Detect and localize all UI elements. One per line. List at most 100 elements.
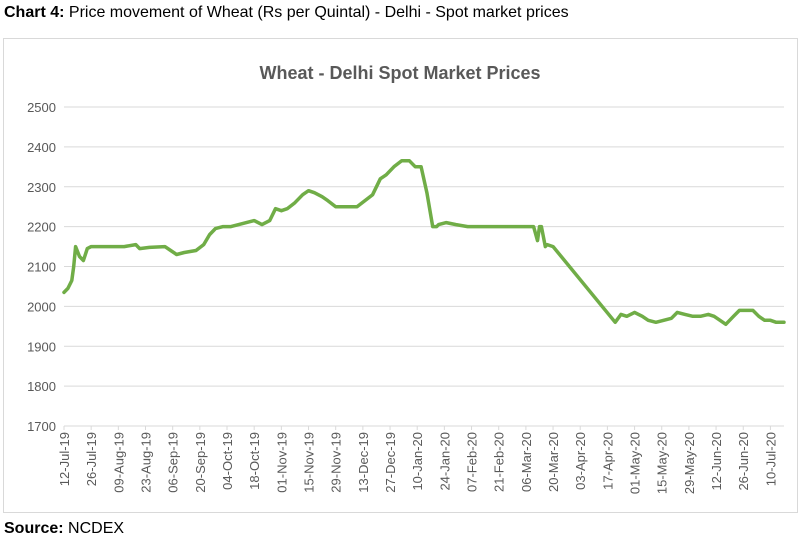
price-data-point — [515, 225, 518, 228]
price-data-point — [536, 239, 539, 242]
y-tick-label: 2500 — [27, 100, 56, 115]
price-data-point — [371, 193, 374, 196]
price-data-point — [757, 315, 760, 318]
price-data-point — [134, 243, 137, 246]
x-tick-label: 03-Apr-20 — [573, 432, 588, 490]
price-data-point — [221, 225, 225, 228]
source-label: Source: — [4, 520, 64, 537]
price-data-point — [425, 191, 429, 194]
price-data-point — [274, 207, 277, 210]
price-data-point — [546, 243, 549, 246]
price-data-point — [301, 193, 304, 196]
price-data-point — [435, 225, 438, 228]
price-data-point — [214, 227, 217, 230]
x-tick-label: 12-Jun-20 — [709, 432, 724, 491]
price-data-point — [466, 225, 469, 228]
y-tick-label: 2300 — [27, 180, 56, 195]
x-tick-label: 29-May-20 — [682, 432, 697, 494]
price-data-point — [662, 319, 665, 322]
price-data-point — [437, 223, 440, 226]
price-data-point — [538, 225, 541, 228]
price-data-point — [74, 245, 77, 248]
price-data-point — [691, 315, 694, 318]
x-tick-label: 27-Dec-19 — [383, 432, 398, 493]
price-data-point — [260, 223, 264, 226]
price-data-point — [229, 225, 233, 228]
x-tick-label: 26-Jun-20 — [736, 432, 751, 491]
price-data-point — [614, 321, 617, 324]
price-data-point — [431, 225, 434, 228]
price-data-point — [670, 317, 673, 320]
price-data-point — [745, 309, 749, 312]
x-tick-label: 24-Jan-20 — [437, 432, 452, 491]
x-tick-label: 07-Feb-20 — [465, 432, 480, 492]
price-data-point — [62, 291, 66, 294]
price-data-point — [194, 249, 198, 252]
x-tick-label: 01-Nov-19 — [274, 432, 289, 493]
price-data-point — [163, 245, 167, 248]
x-tick-label: 17-Apr-20 — [600, 432, 615, 490]
chart-title: Wheat - Delhi Spot Market Prices — [259, 63, 540, 83]
x-tick-label: 20-Sep-19 — [193, 432, 208, 493]
price-data-point — [476, 225, 479, 228]
price-data-point — [445, 221, 448, 224]
price-data-point — [363, 199, 366, 202]
x-tick-label: 29-Nov-19 — [329, 432, 344, 493]
price-data-point — [286, 207, 289, 210]
price-data-point — [307, 189, 310, 192]
x-tick-label: 13-Dec-19 — [356, 432, 371, 493]
price-data-point — [66, 287, 70, 290]
price-data-point — [544, 245, 547, 248]
price-data-point — [707, 313, 710, 316]
chart-frame: Wheat - Delhi Spot Market Prices 1700 180… — [3, 38, 798, 513]
price-data-point — [619, 313, 623, 316]
x-tick-label: 20-Mar-20 — [546, 432, 561, 492]
price-data-point — [782, 321, 786, 324]
price-data-point — [253, 219, 256, 222]
x-tick-label: 23-Aug-19 — [139, 432, 154, 493]
price-data-point — [202, 243, 205, 246]
price-data-point — [654, 321, 658, 324]
price-data-point — [699, 315, 702, 318]
price-data-point — [280, 209, 283, 212]
y-tick-label: 2100 — [27, 260, 56, 275]
price-data-point — [775, 321, 778, 324]
x-tick-label: 26-Jul-19 — [84, 432, 99, 486]
price-data-point — [326, 199, 330, 202]
chart-caption: Chart 4: Price movement of Wheat (Rs per… — [4, 4, 569, 22]
price-data-point — [334, 205, 337, 208]
price-data-point — [724, 323, 727, 326]
price-data-point — [522, 225, 526, 228]
price-data-point — [78, 255, 81, 258]
y-tick-label: 2400 — [27, 140, 56, 155]
price-data-point — [625, 315, 628, 318]
price-data-point — [90, 245, 93, 248]
price-series-line — [62, 159, 786, 327]
y-tick-label: 1900 — [27, 339, 56, 354]
price-data-point — [97, 245, 101, 248]
x-tick-label: 04-Oct-19 — [220, 432, 235, 490]
price-data-point — [532, 225, 535, 228]
y-tick-label: 2000 — [27, 299, 56, 314]
x-tick-label: 21-Feb-20 — [492, 432, 507, 492]
price-data-point — [268, 219, 271, 222]
x-tick-label: 06-Sep-19 — [166, 432, 181, 493]
price-data-point — [245, 221, 248, 224]
price-data-point — [414, 165, 417, 168]
price-data-point — [633, 311, 636, 314]
x-tick-label: 12-Jul-19 — [57, 432, 72, 486]
x-tick-label: 09-Aug-19 — [111, 432, 126, 493]
price-data-point — [712, 315, 716, 318]
price-data-point — [355, 205, 359, 208]
price-data-point — [454, 223, 458, 226]
x-tick-label: 06-Mar-20 — [519, 432, 534, 492]
price-data-point — [641, 315, 644, 318]
price-data-point — [169, 249, 172, 252]
x-tick-label: 10-Jul-20 — [763, 432, 778, 486]
price-data-point — [540, 225, 543, 228]
price-data-point — [505, 225, 508, 228]
price-data-point — [647, 319, 650, 322]
source-note: Source: NCDEX — [4, 520, 124, 538]
price-data-point — [385, 173, 388, 176]
price-data-point — [82, 259, 85, 262]
